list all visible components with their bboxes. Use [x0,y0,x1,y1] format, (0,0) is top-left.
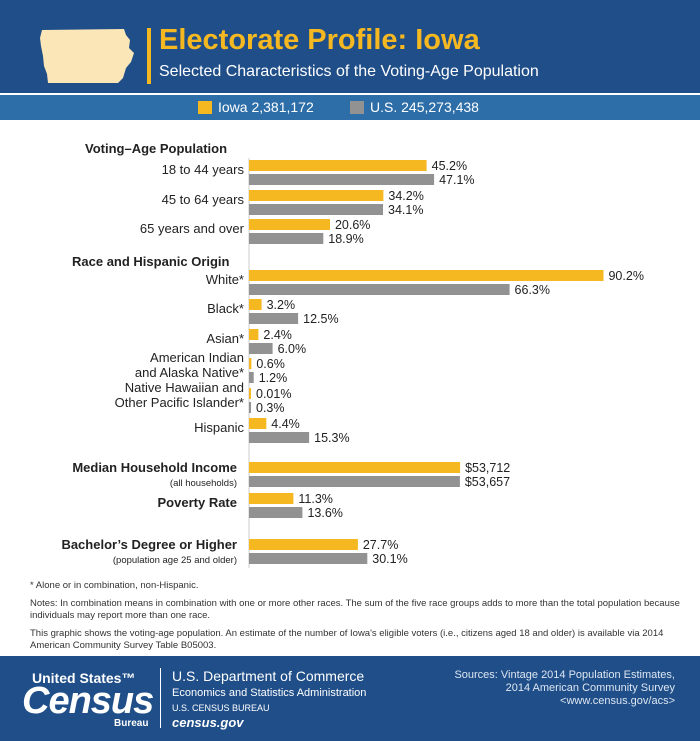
page-subtitle: Selected Characteristics of the Voting-A… [159,63,539,80]
value-label-iowa-2-1: 11.3% [298,492,333,506]
notes-section: * Alone or in combination, non-Hispanic.… [30,580,680,658]
row-label-1-3-a: American Indian [150,350,244,365]
bar-us-1-1 [249,313,299,324]
bar-us-0-2 [249,233,324,244]
bar-us-1-0 [249,284,510,295]
bar-us-0-0 [249,174,435,185]
footer-divider [160,668,161,728]
census-bureau-logo: United States™ Census Bureau [22,670,157,730]
value-label-us-1-0: 66.3% [515,283,550,297]
bar-us-0-1 [249,204,383,215]
value-label-iowa-1-1: 3.2% [267,298,296,312]
logo-united-states: United States™ [32,670,136,686]
legend-item-us: U.S. 245,273,438 [350,99,479,115]
sources-line-2: 2014 American Community Survey [505,682,675,694]
value-label-iowa-0-2: 20.6% [335,218,370,232]
bar-iowa-1-0 [249,270,604,281]
row-label-1-5: Hispanic [194,420,244,435]
row-label-1-2: Asian* [206,331,244,346]
legend-item-iowa: Iowa 2,381,172 [198,99,314,115]
value-label-us-2-0: $53,657 [465,475,510,489]
row-label-2-0: Median Household Income [72,460,237,475]
value-label-iowa-2-2: 27.7% [363,538,398,552]
sources-line-1: Sources: Vintage 2014 Population Estimat… [454,669,675,681]
value-label-us-2-1: 13.6% [307,506,342,520]
header-divider [147,28,151,84]
iowa-state-shape-icon [40,29,134,83]
bar-iowa-2-0 [249,462,461,473]
section-title-0: Voting–Age Population [85,141,227,156]
value-label-iowa-1-0: 90.2% [608,269,643,283]
bar-iowa-1-4 [249,388,251,399]
row-label-0-1: 45 to 64 years [162,192,245,207]
row-label-1-4-a: Native Hawaiian and [125,380,244,395]
bar-iowa-2-1 [249,493,294,504]
value-label-iowa-2-0: $53,712 [465,461,510,475]
bar-us-1-3 [249,372,254,383]
value-label-us-2-2: 30.1% [372,552,407,566]
row-label-0-2: 65 years and over [140,221,245,236]
bar-iowa-0-2 [249,219,330,230]
row-label-1-3-b: and Alaska Native* [135,365,244,380]
footer-sources: Sources: Vintage 2014 Population Estimat… [454,669,675,708]
value-label-us-1-4: 0.3% [256,401,285,415]
bar-iowa-1-2 [249,329,259,340]
legend-swatch-iowa [198,100,212,114]
row-sublabel-2-2: (population age 25 and older) [113,555,237,566]
row-label-0-0: 18 to 44 years [162,162,245,177]
row-sublabel-2-0: (all households) [170,478,237,489]
value-label-us-1-2: 6.0% [278,342,307,356]
logo-bureau: Bureau [114,718,149,729]
value-label-us-0-1: 34.1% [388,203,423,217]
sources-line-3: <www.census.gov/acs> [560,695,675,707]
note-asterisk: * Alone or in combination, non-Hispanic. [30,580,199,591]
row-label-1-1: Black* [207,301,244,316]
footer: United States™ Census Bureau U.S. Depart… [0,656,700,741]
row-label-1-0: White* [206,272,244,287]
page-title: Electorate Profile: Iowa [159,24,480,56]
value-label-iowa-0-1: 34.2% [388,189,423,203]
bar-us-1-2 [249,343,273,354]
bar-iowa-1-3 [249,358,252,369]
footer-census-bureau: U.S. CENSUS BUREAU [172,703,270,713]
footer-website-link[interactable]: census.gov [172,715,244,730]
bar-us-1-4 [249,402,251,413]
bar-iowa-1-1 [249,299,262,310]
bar-chart: Voting–Age Population 18 to 44 years 45.2%… [61,141,644,568]
value-label-iowa-0-0: 45.2% [432,159,467,173]
value-label-iowa-1-5: 4.4% [271,417,300,431]
note-combination: Notes: In combination means in combinati… [30,598,680,621]
value-label-iowa-1-4: 0.01% [256,387,291,401]
header-banner: Electorate Profile: Iowa Selected Charac… [0,0,700,93]
value-label-us-1-5: 15.3% [314,431,349,445]
footer-esa: Economics and Statistics Administration [172,687,367,699]
value-label-iowa-1-3: 0.6% [256,357,285,371]
legend-label-iowa: Iowa 2,381,172 [218,99,314,115]
bar-us-2-1 [249,507,303,518]
note-graphic: This graphic shows the voting-age popula… [30,628,664,651]
bar-us-2-2 [249,553,368,564]
bar-iowa-0-1 [249,190,384,201]
bar-iowa-1-5 [249,418,267,429]
value-label-us-1-3: 1.2% [259,371,288,385]
legend-swatch-us [350,100,364,114]
section-title-1: Race and Hispanic Origin [72,254,230,269]
bar-iowa-0-0 [249,160,427,171]
bar-iowa-2-2 [249,539,358,550]
value-label-us-1-1: 12.5% [303,312,338,326]
row-label-1-4-b: Other Pacific Islander* [115,395,244,410]
value-label-iowa-1-2: 2.4% [263,328,292,342]
value-label-us-0-2: 18.9% [328,232,363,246]
legend-label-us: U.S. 245,273,438 [370,99,479,115]
row-label-2-1: Poverty Rate [158,495,237,510]
bar-us-2-0 [249,476,460,487]
bar-us-1-5 [249,432,310,443]
row-label-2-2: Bachelor’s Degree or Higher [61,537,237,552]
legend: Iowa 2,381,172 U.S. 245,273,438 [0,95,700,120]
logo-census: Census [22,680,154,722]
value-label-us-0-0: 47.1% [439,173,474,187]
footer-dept: U.S. Department of Commerce [172,668,365,684]
